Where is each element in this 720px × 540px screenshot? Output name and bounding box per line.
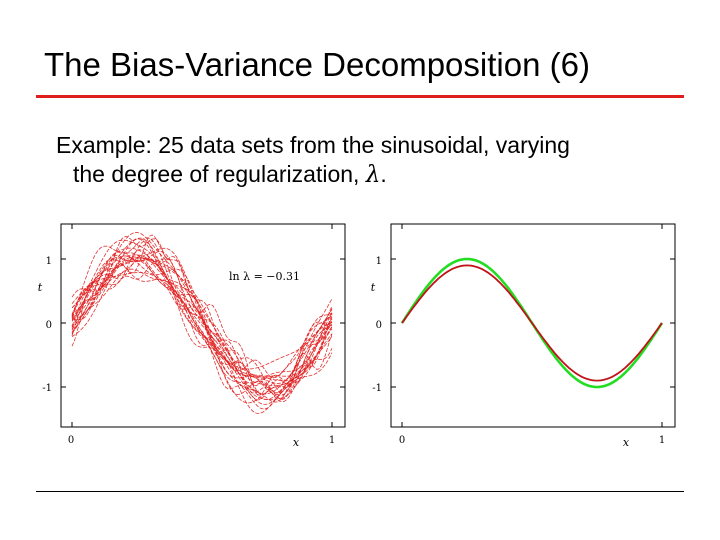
body-line-2-end: . — [380, 161, 387, 187]
left-ytick-label-0: 0 — [46, 320, 52, 331]
left-fit-curve — [71, 256, 333, 379]
right-plot-ticks — [391, 224, 675, 427]
left-plot-frame — [60, 223, 346, 428]
left-fit-curve — [71, 263, 333, 395]
left-fit-curve — [71, 239, 333, 384]
title-rule — [36, 95, 684, 98]
body-line-1: Example: 25 data sets from the sinusoida… — [56, 132, 570, 158]
right-xtick-label-1: 1 — [659, 435, 665, 446]
left-fit-curve — [71, 247, 333, 405]
body-text: Example: 25 data sets from the sinusoida… — [56, 131, 676, 190]
right-ylabel: t — [371, 281, 376, 294]
left-xtick-label-0: 0 — [68, 435, 74, 446]
right-ytick-label-minus1: -1 — [372, 383, 382, 394]
right-plot: 1 0 -1 t 0 1 x — [371, 223, 676, 449]
left-xtick-label-1: 1 — [329, 435, 335, 446]
left-fit-curve — [71, 240, 333, 395]
lambda-symbol: λ — [365, 162, 381, 188]
bottom-rule — [36, 491, 684, 492]
left-xlabel: x — [293, 436, 300, 449]
left-fit-curve — [71, 268, 333, 378]
right-xtick-label-0: 0 — [399, 435, 405, 446]
left-ytick-label-1: 1 — [46, 256, 52, 267]
left-fit-curve — [71, 258, 333, 414]
left-plot-ticks — [61, 224, 345, 427]
left-fit-curve — [71, 236, 333, 401]
body-line-2: the degree of regularization, λ. — [56, 160, 676, 190]
left-fit-curve — [71, 237, 333, 396]
right-plot-curves — [400, 257, 664, 389]
right-average-fit-line — [401, 264, 663, 382]
slide-title: The Bias-Variance Decomposition (6) — [44, 46, 590, 83]
left-fit-curve — [71, 234, 333, 396]
left-plot-curves — [71, 232, 333, 414]
left-plot: 1 0 -1 t 0 1 x ln λ = −0.31 — [38, 223, 346, 449]
right-xlabel: x — [623, 436, 630, 449]
left-fit-curve — [71, 254, 333, 382]
right-ytick-label-0: 0 — [376, 320, 382, 331]
body-line-2-text: the degree of regularization, — [73, 161, 366, 187]
left-ytick-label-minus1: -1 — [42, 383, 52, 394]
left-fit-curve — [71, 237, 333, 404]
right-ytick-label-1: 1 — [376, 256, 382, 267]
left-ylabel: t — [38, 281, 43, 294]
left-lambda-annotation: ln λ = −0.31 — [229, 270, 300, 283]
